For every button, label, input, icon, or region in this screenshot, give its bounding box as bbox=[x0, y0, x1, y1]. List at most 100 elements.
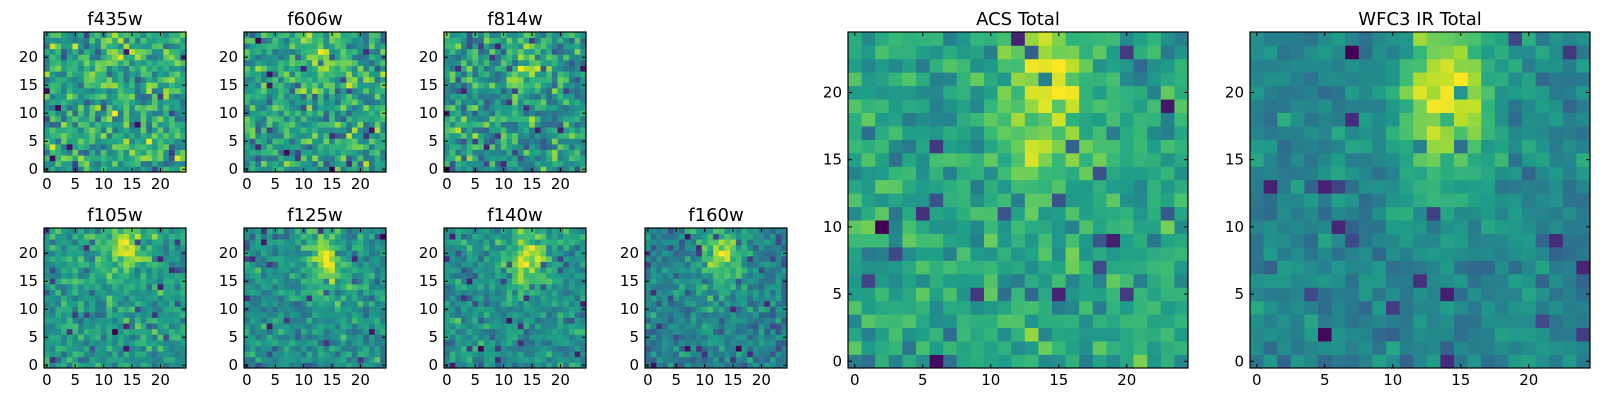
heatmap-cell bbox=[278, 256, 285, 262]
heatmap-cell bbox=[551, 239, 558, 246]
heatmap-cell bbox=[129, 132, 136, 139]
heatmap-cell bbox=[679, 228, 686, 234]
heatmap-cell bbox=[557, 43, 564, 50]
heatmap-cell bbox=[129, 65, 136, 72]
heatmap-cell bbox=[574, 43, 581, 50]
heatmap-cell bbox=[929, 247, 944, 261]
heatmap-cell bbox=[157, 233, 164, 240]
heatmap-cell bbox=[66, 60, 73, 66]
heatmap-cell bbox=[747, 340, 754, 346]
heatmap-cell bbox=[540, 278, 547, 285]
heatmap-cell bbox=[334, 228, 341, 234]
heatmap-cell bbox=[512, 60, 519, 66]
heatmap-cell bbox=[180, 127, 187, 134]
heatmap-cell bbox=[483, 334, 490, 341]
heatmap-cell bbox=[472, 138, 479, 145]
heatmap-cell bbox=[752, 362, 759, 369]
y-tick-label: 5 bbox=[228, 328, 238, 346]
heatmap-cell bbox=[368, 256, 375, 262]
heatmap-cell bbox=[49, 99, 56, 106]
heatmap-cell bbox=[472, 244, 479, 251]
heatmap-cell bbox=[724, 306, 731, 313]
heatmap-cell bbox=[317, 261, 324, 268]
heatmap-cell bbox=[249, 351, 256, 358]
heatmap-cell bbox=[100, 149, 107, 156]
heatmap-cell bbox=[89, 76, 96, 83]
heatmap-cell bbox=[461, 244, 468, 251]
heatmap-cell bbox=[255, 104, 262, 111]
heatmap-cell bbox=[888, 193, 903, 208]
heatmap-cell bbox=[764, 351, 771, 358]
heatmap-cell bbox=[534, 261, 541, 268]
heatmap-cell bbox=[713, 256, 720, 262]
heatmap-cell bbox=[312, 93, 319, 100]
heatmap-cell bbox=[44, 155, 51, 162]
heatmap-cell bbox=[255, 54, 262, 61]
heatmap-cell bbox=[329, 295, 336, 302]
heatmap-cell bbox=[523, 93, 530, 100]
heatmap-cell bbox=[970, 179, 985, 194]
heatmap-cell bbox=[1106, 220, 1121, 234]
heatmap-cell bbox=[1120, 341, 1134, 355]
heatmap-cell bbox=[861, 287, 876, 302]
heatmap-cell bbox=[151, 340, 158, 346]
heatmap-cell bbox=[656, 328, 663, 335]
heatmap-cell bbox=[244, 65, 251, 72]
heatmap-cell bbox=[523, 295, 530, 302]
heatmap-cell bbox=[106, 93, 113, 100]
heatmap-cell bbox=[61, 317, 68, 324]
heatmap-cell bbox=[180, 121, 187, 128]
heatmap-cell bbox=[112, 239, 119, 246]
y-tick-label: 0 bbox=[428, 356, 438, 374]
heatmap-cell bbox=[512, 356, 519, 363]
heatmap-cell bbox=[363, 166, 370, 173]
heatmap-cell bbox=[55, 116, 62, 122]
heatmap-cell bbox=[662, 306, 669, 313]
heatmap-cell bbox=[129, 312, 136, 318]
heatmap-cell bbox=[713, 312, 720, 318]
heatmap-cell bbox=[157, 144, 164, 150]
heatmap-cell bbox=[66, 149, 73, 156]
heatmap-cell bbox=[1147, 193, 1162, 208]
heatmap-cell bbox=[551, 362, 558, 369]
heatmap-cell bbox=[1120, 354, 1134, 369]
heatmap-cell bbox=[1133, 300, 1148, 315]
heatmap-cell bbox=[466, 110, 473, 117]
heatmap-cell bbox=[255, 160, 262, 167]
heatmap-cell bbox=[956, 233, 971, 248]
heatmap-cell bbox=[574, 88, 581, 94]
heatmap-cell bbox=[563, 93, 570, 100]
heatmap-cell bbox=[89, 99, 96, 106]
heatmap-cell bbox=[168, 65, 175, 72]
heatmap-cell bbox=[943, 287, 958, 302]
heatmap-cell bbox=[574, 166, 581, 173]
heatmap-cell bbox=[95, 138, 102, 145]
y-tick-label: 20 bbox=[219, 48, 238, 66]
heatmap-cell bbox=[357, 65, 364, 72]
heatmap-cell bbox=[123, 284, 130, 290]
heatmap-cell bbox=[323, 267, 330, 274]
heatmap-cell bbox=[506, 99, 513, 106]
heatmap-cell bbox=[758, 317, 765, 324]
heatmap-cell bbox=[875, 233, 890, 248]
heatmap-cell bbox=[244, 60, 251, 66]
heatmap-cell bbox=[1011, 314, 1026, 329]
heatmap-cell bbox=[662, 272, 669, 279]
heatmap-cell bbox=[848, 287, 862, 302]
heatmap-cell bbox=[49, 71, 56, 78]
heatmap-cell bbox=[134, 272, 141, 279]
heatmap-cell bbox=[540, 71, 547, 78]
heatmap-cell bbox=[551, 233, 558, 240]
heatmap-cell bbox=[346, 289, 353, 296]
heatmap-cell bbox=[117, 300, 124, 307]
heatmap-cell bbox=[112, 317, 119, 324]
heatmap-cell bbox=[455, 110, 462, 117]
heatmap-cell bbox=[129, 88, 136, 94]
heatmap-cell bbox=[278, 289, 285, 296]
heatmap-cell bbox=[146, 104, 153, 111]
heatmap-cell bbox=[100, 317, 107, 324]
heatmap-cell bbox=[752, 323, 759, 330]
heatmap-cell bbox=[61, 267, 68, 274]
heatmap-cell bbox=[295, 317, 302, 324]
heatmap-cell bbox=[380, 48, 387, 55]
